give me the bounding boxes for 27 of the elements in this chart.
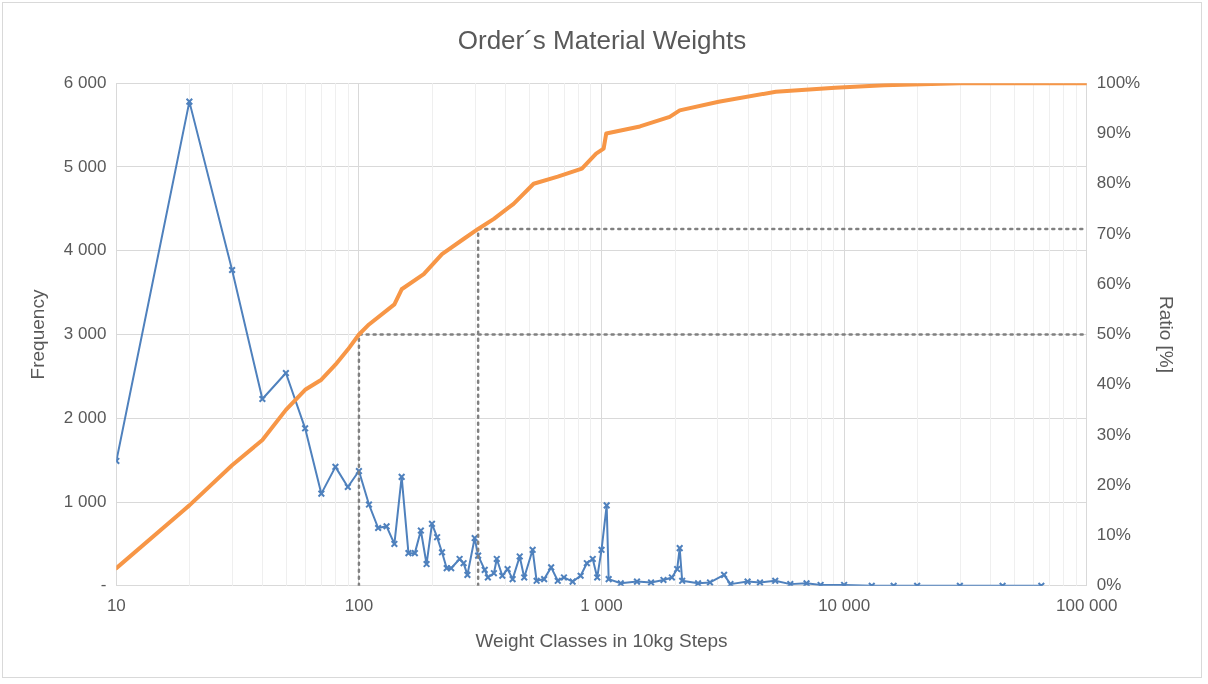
y-tick-label: - bbox=[100, 575, 107, 595]
y-axis-title: Frequency bbox=[26, 289, 48, 380]
y2-tick-label: 70% bbox=[1096, 223, 1131, 243]
y2-tick-label: 30% bbox=[1096, 424, 1131, 444]
x-axis-title: Weight Classes in 10kg Steps bbox=[475, 629, 728, 651]
y2-tick-label: 20% bbox=[1096, 474, 1131, 494]
y-tick-label: 3 000 bbox=[63, 324, 107, 344]
x-tick-label: 10 bbox=[106, 595, 126, 615]
y-tick-label: 6 000 bbox=[63, 72, 107, 92]
y-tick-label: 5 000 bbox=[63, 156, 107, 176]
x-tick-label: 10 000 bbox=[818, 595, 871, 615]
y2-tick-label: 0% bbox=[1096, 575, 1122, 595]
y2-tick-label: 100% bbox=[1096, 72, 1141, 92]
y2-tick-label: 90% bbox=[1096, 123, 1131, 143]
x-tick-label: 100 000 bbox=[1055, 595, 1118, 615]
y2-tick-label: 80% bbox=[1096, 173, 1131, 193]
y-tick-label: 4 000 bbox=[63, 240, 107, 260]
y-tick-label: 1 000 bbox=[63, 491, 107, 511]
y2-tick-label: 10% bbox=[1096, 525, 1131, 545]
y2-tick-label: 50% bbox=[1096, 324, 1131, 344]
x-tick-label: 1 000 bbox=[580, 595, 623, 615]
y2-tick-label: 40% bbox=[1096, 374, 1131, 394]
y-tick-label: 2 000 bbox=[63, 407, 107, 427]
chart-title: Order´s Material Weights bbox=[457, 24, 747, 55]
y2-axis-title: Ratio [%] bbox=[1156, 295, 1178, 374]
x-tick-label: 100 bbox=[344, 595, 374, 615]
y2-tick-label: 60% bbox=[1096, 273, 1131, 293]
